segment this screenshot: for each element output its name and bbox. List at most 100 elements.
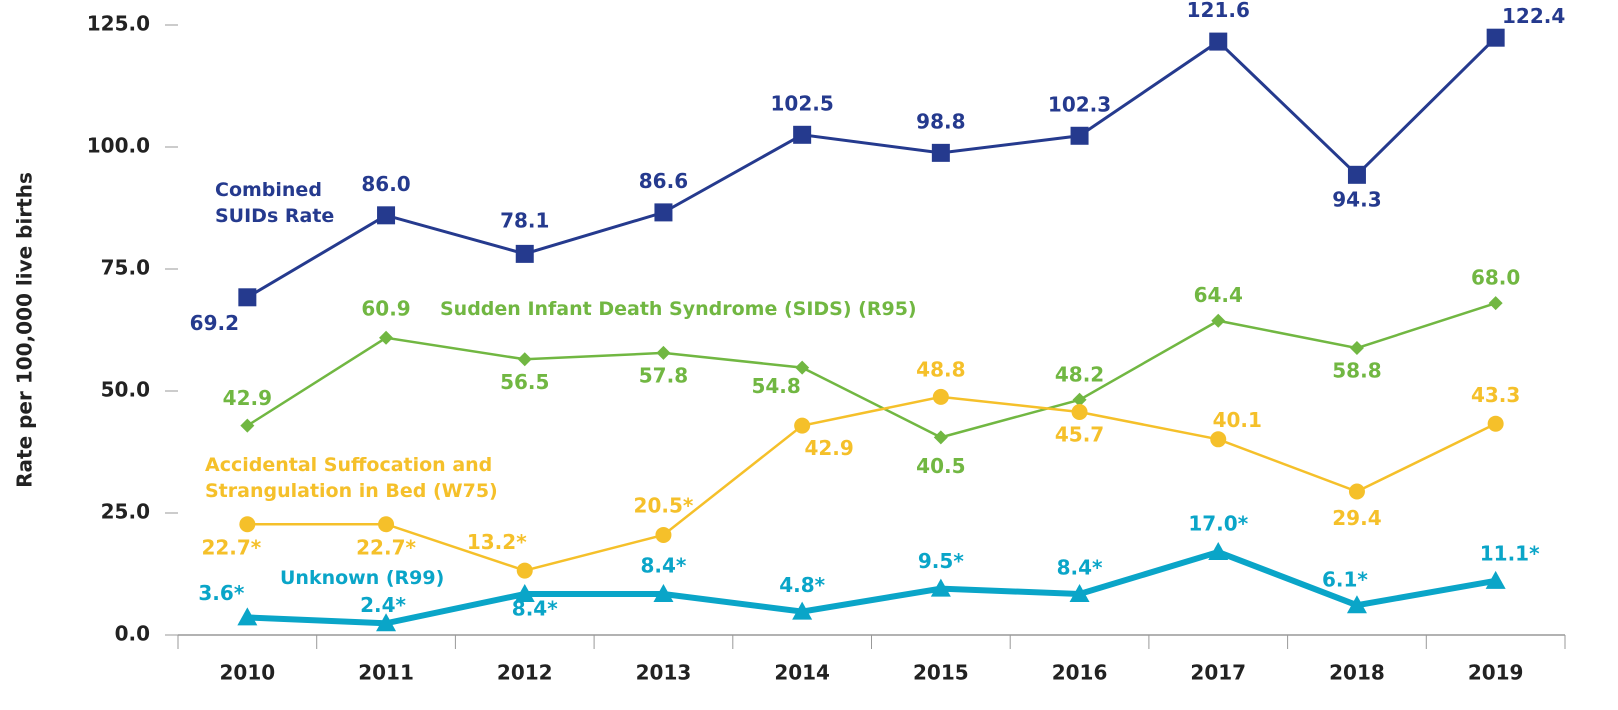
series-line: [246, 301, 1497, 439]
data-label: 56.5: [500, 370, 549, 394]
series-name: Combined SUIDs Rate: [215, 179, 335, 227]
marker: [653, 584, 674, 603]
marker: [1349, 341, 1364, 356]
marker: [1069, 584, 1090, 603]
data-label: 11.1*: [1480, 541, 1540, 565]
marker: [932, 388, 949, 405]
marker: [793, 125, 812, 144]
series-name: Sudden Infant Death Syndrome (SIDS) (R95…: [440, 298, 917, 320]
data-label: 48.2: [1055, 362, 1104, 386]
data-label: 57.8: [639, 363, 688, 387]
data-label: 121.6: [1187, 0, 1250, 22]
x-tick-label: 2011: [358, 661, 414, 685]
marker: [1487, 415, 1504, 432]
y-tick-label: 100.0: [87, 134, 150, 158]
marker: [379, 330, 394, 345]
marker: [1346, 595, 1367, 614]
marker: [515, 244, 534, 263]
data-label: 98.8: [916, 109, 965, 133]
data-label: 48.8: [916, 357, 965, 381]
x-tick-label: 2015: [913, 661, 969, 685]
x-tick-label: 2017: [1190, 661, 1246, 685]
marker: [1485, 570, 1506, 589]
data-label: 45.7: [1055, 422, 1104, 446]
marker: [1348, 483, 1365, 500]
y-tick-label: 125.0: [87, 12, 150, 36]
marker: [1070, 126, 1089, 145]
data-label: 40.1: [1213, 408, 1262, 432]
marker: [1209, 32, 1228, 51]
data-label: 42.9: [223, 386, 272, 410]
marker: [1072, 392, 1087, 407]
data-label: 86.0: [361, 172, 410, 196]
data-label: 102.5: [771, 91, 834, 115]
marker: [239, 516, 256, 533]
data-label: 8.4*: [1057, 556, 1103, 580]
data-label: 86.6: [639, 169, 688, 193]
marker: [794, 417, 811, 434]
data-label: 8.4*: [641, 554, 687, 578]
marker: [240, 418, 255, 433]
marker: [654, 203, 673, 222]
marker: [931, 143, 950, 162]
data-label: 22.7*: [356, 536, 416, 560]
series-line: [246, 36, 1497, 299]
data-label: 9.5*: [918, 549, 964, 573]
marker: [1211, 313, 1226, 328]
y-tick-label: 75.0: [101, 256, 150, 280]
data-label: 54.8: [751, 374, 800, 398]
data-label: 3.6*: [198, 581, 244, 605]
marker: [377, 206, 396, 225]
data-label: 68.0: [1471, 266, 1520, 290]
data-label: 29.4: [1332, 506, 1381, 530]
data-label: 78.1: [500, 208, 549, 232]
marker: [1208, 542, 1229, 561]
marker: [237, 607, 258, 626]
marker: [376, 613, 397, 632]
marker: [1488, 296, 1503, 311]
data-label: 22.7*: [201, 536, 261, 560]
x-tick-label: 2019: [1468, 661, 1524, 685]
x-tick-label: 2014: [774, 661, 830, 685]
series-line: [247, 395, 1497, 572]
marker: [1347, 165, 1366, 184]
marker: [795, 360, 810, 375]
x-tick-label: 2016: [1052, 661, 1108, 685]
marker: [378, 516, 395, 533]
data-label: 60.9: [361, 296, 410, 320]
data-label: 58.8: [1332, 359, 1381, 383]
marker: [516, 562, 533, 579]
data-label: 40.5: [916, 454, 965, 478]
data-label: 69.2: [190, 311, 239, 335]
y-axis-label: Rate per 100,000 live births: [13, 172, 37, 488]
x-tick-label: 2012: [497, 661, 553, 685]
marker: [517, 352, 532, 367]
y-tick-label: 25.0: [101, 500, 150, 524]
data-label: 64.4: [1194, 283, 1243, 307]
data-label: 43.3: [1471, 383, 1520, 407]
series-name: Unknown (R99): [280, 567, 445, 589]
x-tick-label: 2018: [1329, 661, 1385, 685]
data-label: 122.4: [1502, 4, 1565, 28]
data-label: 94.3: [1332, 187, 1381, 211]
series-line: [247, 548, 1497, 627]
marker: [1210, 431, 1227, 448]
data-label: 102.3: [1048, 92, 1111, 116]
marker: [792, 601, 813, 620]
data-label: 17.0*: [1188, 512, 1248, 536]
data-label: 42.9: [804, 436, 853, 460]
data-label: 2.4*: [360, 593, 406, 617]
y-tick-label: 50.0: [101, 378, 150, 402]
marker: [238, 288, 257, 307]
x-tick-label: 2010: [220, 661, 276, 685]
data-label: 6.1*: [1322, 568, 1368, 592]
y-tick-label: 0.0: [115, 622, 150, 646]
series-name: Accidental Suffocation and Strangulation…: [205, 454, 498, 502]
marker: [656, 345, 671, 360]
marker: [1486, 28, 1505, 47]
marker: [514, 584, 535, 603]
data-label: 4.8*: [779, 573, 825, 597]
data-label: 8.4*: [512, 597, 558, 621]
